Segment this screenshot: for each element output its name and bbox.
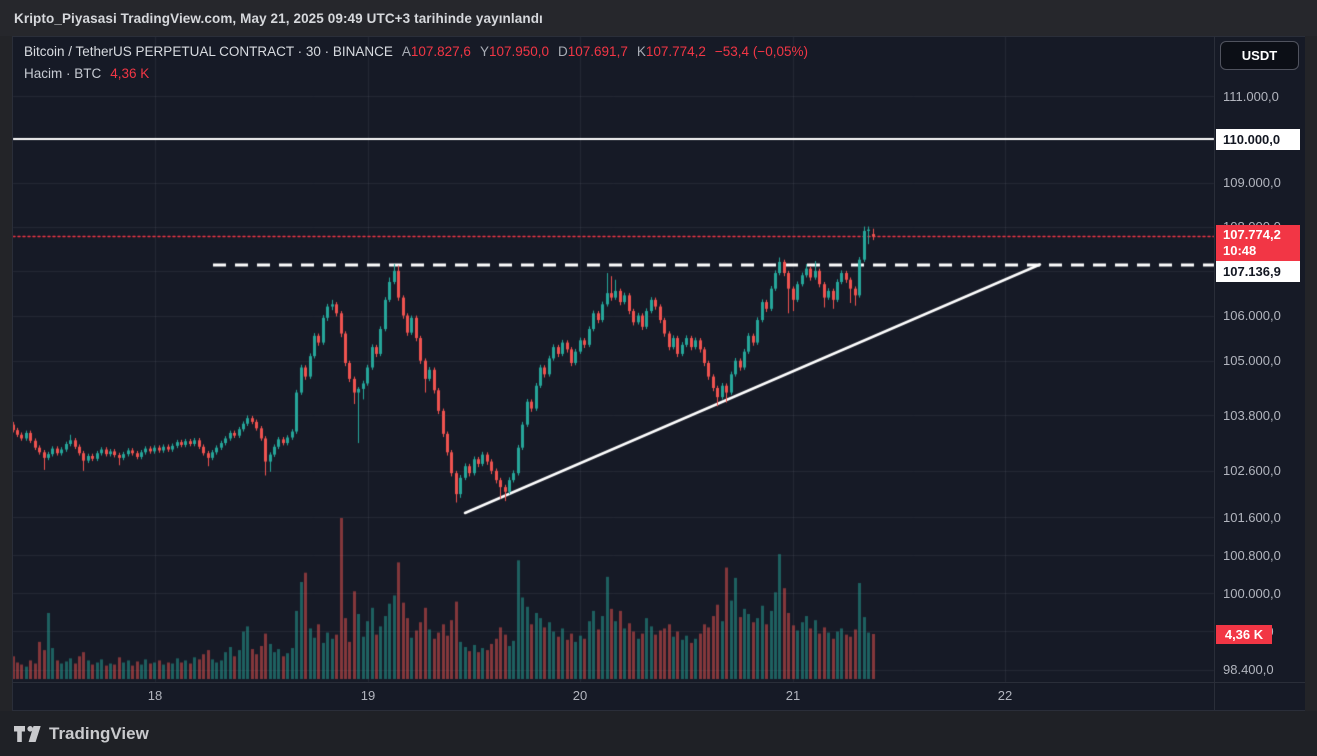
time-tick-label: 21 bbox=[785, 688, 801, 703]
symbol-row[interactable]: Bitcoin / TetherUS PERPETUAL CONTRACT · … bbox=[24, 44, 808, 66]
price-tick-label: 103.800,0 bbox=[1223, 407, 1281, 423]
time-tick-label: 19 bbox=[360, 688, 376, 703]
price-tick-label: 109.000,0 bbox=[1223, 175, 1281, 191]
price-tick-label: 98.400,0 bbox=[1223, 662, 1274, 678]
dashed-level-badge[interactable]: 107.136,9 bbox=[1216, 261, 1300, 283]
left-margin bbox=[0, 36, 12, 711]
widget-top-border bbox=[12, 36, 1305, 37]
low-value: 107.691,7 bbox=[567, 44, 628, 59]
price-tick-label: 106.000,0 bbox=[1223, 308, 1281, 324]
price-tick-label: 100.000,0 bbox=[1223, 585, 1281, 601]
current-volume-badge[interactable]: 4,36 K bbox=[1216, 624, 1272, 644]
bar-countdown-timer: 10:48 bbox=[1223, 243, 1257, 259]
widget-left-border bbox=[12, 36, 13, 711]
high-value: 107.950,0 bbox=[488, 44, 550, 59]
right-margin[interactable] bbox=[1305, 36, 1317, 711]
open-key: A bbox=[401, 44, 411, 59]
volume-row[interactable]: Hacim · BTC 4,36 K bbox=[24, 66, 808, 88]
time-axis-border bbox=[12, 682, 1305, 683]
time-axis[interactable]: 18 19 20 21 22 bbox=[12, 682, 1305, 711]
price-axis-border bbox=[1214, 36, 1215, 711]
high-key: Y bbox=[479, 44, 489, 59]
time-tick-label: 18 bbox=[147, 688, 163, 703]
price-axis[interactable]: 111.000,0110.000,0109.000,0108.000,0107.… bbox=[1214, 36, 1305, 682]
current-price-value: 107.774,2 bbox=[1223, 227, 1281, 243]
widget-bottom-border bbox=[12, 710, 1305, 711]
price-tick-label: 100.800,0 bbox=[1223, 547, 1281, 563]
resistance-price-badge[interactable]: 110.000,0 bbox=[1216, 128, 1300, 150]
close-value: 107.774,2 bbox=[645, 44, 706, 59]
chart-legend: Bitcoin / TetherUS PERPETUAL CONTRACT · … bbox=[24, 44, 808, 88]
open-value: 107.827,6 bbox=[410, 44, 471, 59]
symbol-title[interactable]: Bitcoin / TetherUS PERPETUAL CONTRACT · … bbox=[24, 44, 393, 59]
footer-brand-text[interactable]: TradingView bbox=[49, 723, 149, 743]
price-tick-label: 102.600,0 bbox=[1223, 463, 1281, 479]
current-price-badge[interactable]: 107.774,2 10:48 bbox=[1216, 225, 1300, 262]
price-tick-label: 101.600,0 bbox=[1223, 509, 1281, 525]
time-tick-label: 20 bbox=[572, 688, 588, 703]
price-tick-label: 105.000,0 bbox=[1223, 353, 1281, 369]
low-key: D bbox=[558, 44, 568, 59]
currency-toggle-button[interactable]: USDT bbox=[1220, 41, 1299, 70]
volume-label[interactable]: Hacim · BTC bbox=[24, 66, 102, 81]
footer-bar: TradingView bbox=[0, 711, 1317, 756]
tradingview-logo-icon[interactable] bbox=[14, 725, 41, 742]
publish-header: Kripto_Piyasasi TradingView.com, May 21,… bbox=[0, 0, 1317, 36]
price-tick-label: 111.000,0 bbox=[1223, 88, 1279, 104]
change-value: −53,4 (−0,05%) bbox=[714, 44, 808, 59]
time-tick-label: 22 bbox=[997, 688, 1013, 703]
publish-header-text: Kripto_Piyasasi TradingView.com, May 21,… bbox=[14, 10, 543, 26]
volume-value: 4,36 K bbox=[110, 66, 150, 81]
close-key: K bbox=[636, 44, 646, 59]
